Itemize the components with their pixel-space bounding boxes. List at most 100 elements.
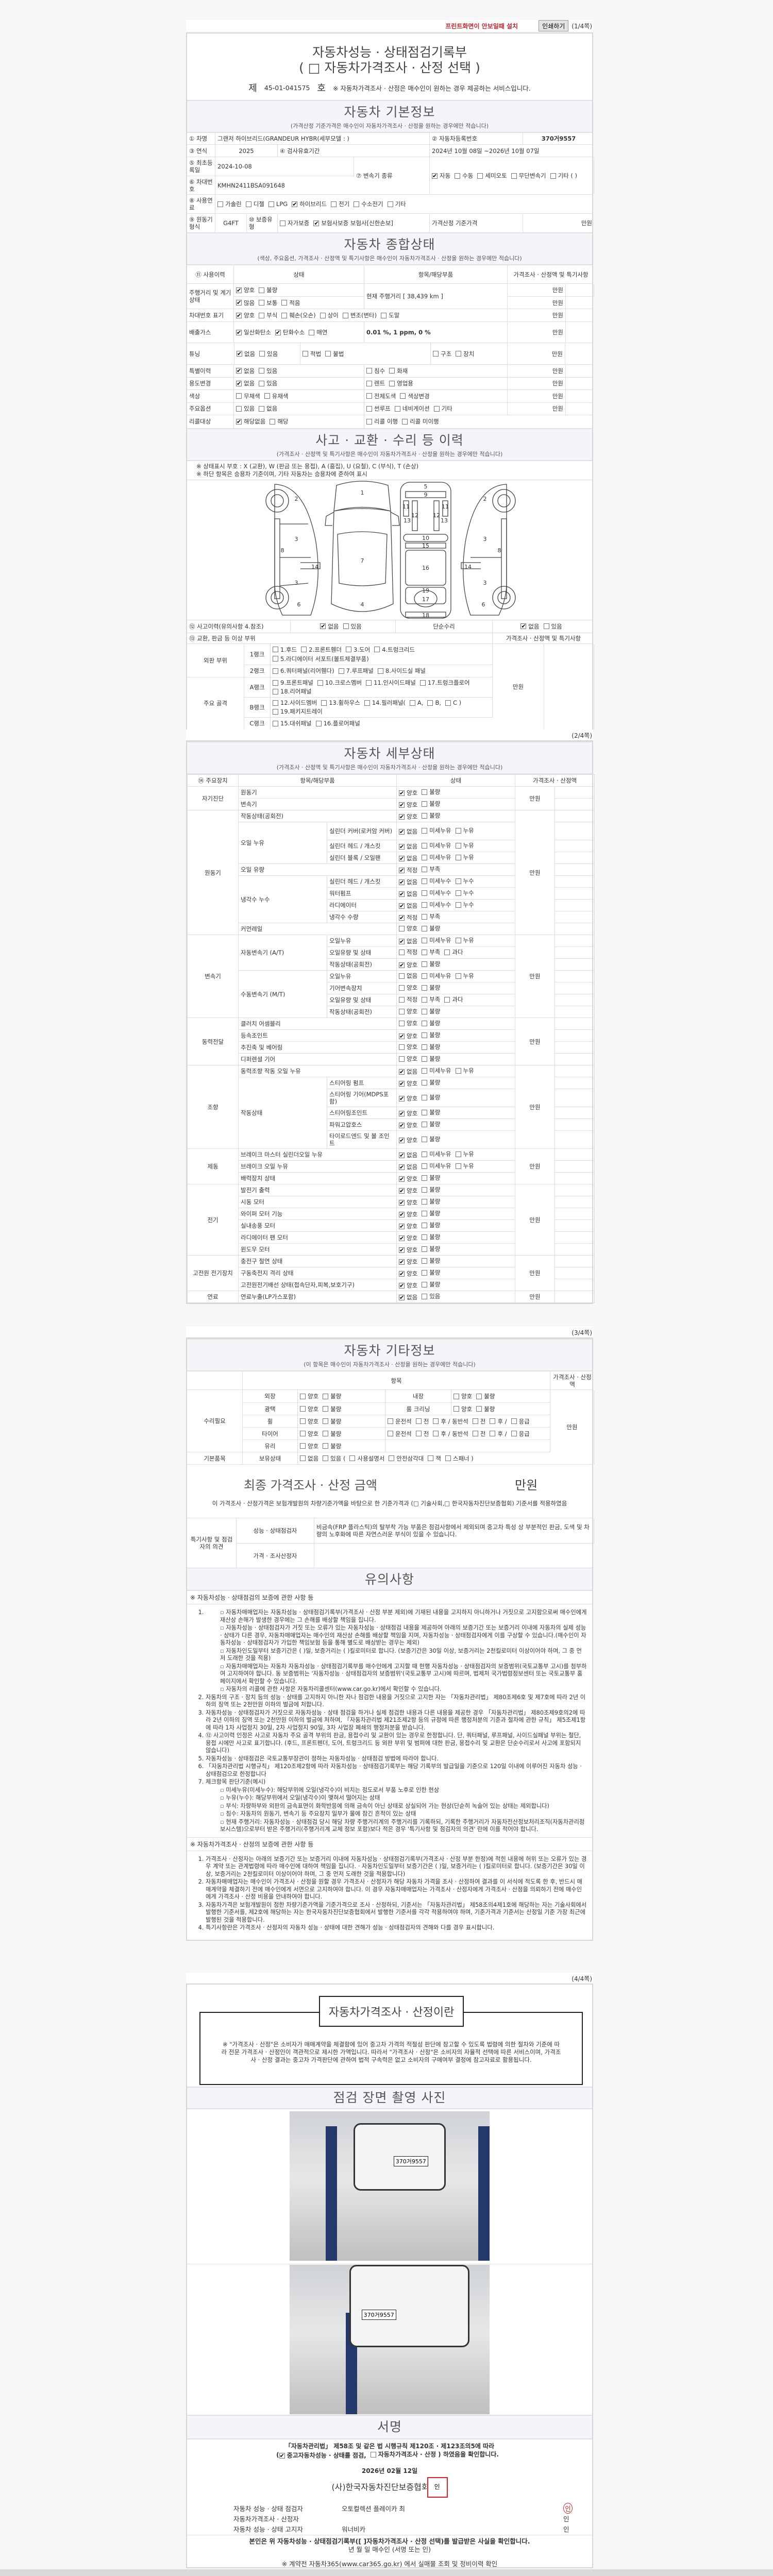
checkbox[interactable] (300, 1443, 306, 1449)
checkbox[interactable] (366, 680, 372, 686)
checkbox[interactable] (433, 1418, 439, 1424)
checkbox[interactable] (301, 647, 307, 652)
checkbox[interactable] (472, 1418, 478, 1424)
checkbox[interactable] (399, 855, 405, 861)
checkbox[interactable] (366, 405, 372, 412)
checkbox[interactable] (331, 201, 337, 207)
checkbox[interactable] (422, 1067, 428, 1074)
checkbox[interactable] (399, 903, 405, 909)
checkbox[interactable] (422, 985, 428, 991)
checkbox[interactable] (399, 1282, 405, 1289)
checkbox[interactable] (422, 1079, 428, 1086)
checkbox[interactable] (399, 938, 405, 944)
checkbox[interactable] (520, 623, 527, 629)
checkbox[interactable] (374, 647, 380, 652)
checkbox[interactable] (381, 312, 387, 318)
checkbox[interactable] (323, 1393, 329, 1399)
install-notice-link[interactable]: 프린트화면이 안보일때 설치 (445, 22, 518, 30)
checkbox[interactable] (422, 973, 428, 979)
checkbox[interactable] (550, 173, 556, 179)
checkbox[interactable] (422, 842, 428, 849)
print-button[interactable]: 인쇄하기 (539, 20, 569, 31)
checkbox[interactable] (399, 1044, 405, 1050)
checkbox[interactable] (409, 700, 415, 706)
checkbox[interactable] (399, 949, 405, 955)
checkbox[interactable] (422, 996, 428, 1003)
checkbox[interactable] (343, 623, 349, 629)
checkbox[interactable] (422, 1210, 428, 1216)
checkbox[interactable] (453, 1406, 459, 1412)
checkbox[interactable] (323, 1418, 329, 1424)
checkbox[interactable] (377, 668, 383, 674)
checkbox[interactable] (259, 300, 265, 306)
inspection-photo-rear[interactable]: 370거9557 (290, 2265, 490, 2414)
checkbox[interactable] (317, 680, 323, 686)
checkbox[interactable] (399, 790, 405, 796)
checkbox[interactable] (422, 1151, 428, 1157)
checkbox[interactable] (456, 351, 462, 357)
checkbox[interactable] (323, 1431, 329, 1436)
checkbox[interactable] (236, 393, 242, 399)
checkbox[interactable] (273, 708, 278, 715)
checkbox[interactable] (300, 1406, 306, 1412)
checkbox[interactable] (422, 1032, 428, 1038)
checkbox[interactable] (422, 1056, 428, 1062)
checkbox[interactable] (511, 173, 517, 179)
checkbox[interactable] (273, 656, 278, 662)
checkbox[interactable] (399, 867, 405, 873)
checkbox[interactable] (415, 1418, 422, 1424)
checkbox[interactable] (422, 1044, 428, 1050)
checkbox[interactable] (236, 300, 242, 306)
checkbox[interactable] (259, 287, 265, 293)
checkbox[interactable] (415, 1431, 422, 1436)
checkbox[interactable] (273, 647, 278, 652)
checkbox[interactable] (313, 220, 320, 226)
checkbox[interactable] (338, 668, 344, 674)
checkbox[interactable] (399, 973, 405, 979)
checkbox[interactable] (422, 1222, 428, 1228)
checkbox[interactable] (419, 680, 426, 686)
checkbox[interactable] (346, 647, 352, 652)
checkbox[interactable] (273, 668, 278, 674)
checkbox[interactable] (422, 1175, 428, 1181)
checkbox[interactable] (399, 1199, 405, 1206)
checkbox[interactable] (399, 814, 405, 820)
checkbox[interactable] (399, 914, 405, 921)
checkbox[interactable] (321, 700, 327, 706)
checkbox[interactable] (399, 1033, 405, 1039)
checkbox[interactable] (422, 801, 428, 807)
checkbox[interactable] (389, 1455, 395, 1461)
checkbox[interactable] (399, 1270, 405, 1277)
checkbox[interactable] (366, 393, 372, 399)
checkbox[interactable] (325, 351, 331, 357)
checkbox[interactable] (323, 1455, 329, 1461)
checkbox[interactable] (422, 1281, 428, 1287)
checkbox[interactable] (399, 1176, 405, 1182)
checkbox[interactable] (428, 1455, 434, 1461)
checkbox[interactable] (399, 1080, 405, 1087)
checkbox[interactable] (320, 312, 326, 318)
checkbox[interactable] (259, 351, 265, 357)
checkbox[interactable] (300, 1393, 306, 1399)
checkbox[interactable] (399, 1223, 405, 1229)
checkbox[interactable] (422, 1187, 428, 1193)
checkbox[interactable] (237, 351, 242, 357)
checkbox[interactable] (217, 201, 223, 207)
checkbox[interactable] (388, 1431, 393, 1436)
checkbox[interactable] (472, 1431, 478, 1436)
checkbox[interactable] (422, 1008, 428, 1014)
checkbox[interactable] (259, 368, 265, 374)
checkbox[interactable] (388, 1418, 393, 1424)
checkbox[interactable] (268, 201, 274, 207)
checkbox[interactable] (280, 220, 285, 226)
checkbox[interactable] (453, 1393, 459, 1399)
checkbox[interactable] (399, 925, 405, 931)
checkbox[interactable] (399, 996, 405, 1003)
checkbox[interactable] (236, 380, 242, 386)
checkbox[interactable] (455, 827, 461, 834)
checkbox[interactable] (422, 1094, 428, 1100)
checkbox[interactable] (476, 1406, 482, 1412)
checkbox[interactable] (399, 1294, 405, 1300)
checkbox[interactable] (259, 405, 265, 412)
checkbox[interactable] (432, 173, 438, 179)
